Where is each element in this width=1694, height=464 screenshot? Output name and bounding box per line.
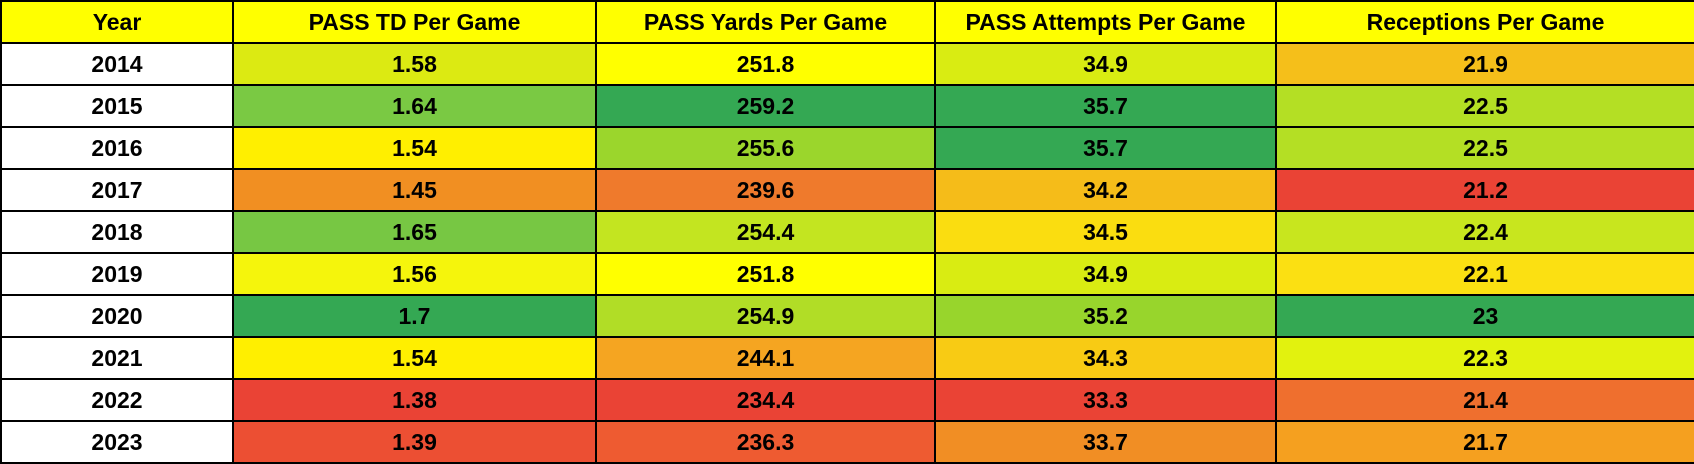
pass-td-cell: 1.38	[232, 378, 597, 422]
receptions-cell: 21.9	[1275, 42, 1694, 86]
table-row: 2023 1.39 236.3 33.7 21.7	[0, 420, 1694, 464]
pass-attempts-cell: 34.3	[934, 336, 1277, 380]
year-cell: 2021	[0, 336, 234, 380]
receptions-cell: 22.4	[1275, 210, 1694, 254]
pass-attempts-cell: 33.3	[934, 378, 1277, 422]
pass-yards-cell: 254.9	[595, 294, 936, 338]
pass-td-cell: 1.56	[232, 252, 597, 296]
year-cell: 2023	[0, 420, 234, 464]
year-cell: 2014	[0, 42, 234, 86]
pass-yards-cell: 251.8	[595, 42, 936, 86]
pass-td-cell: 1.54	[232, 336, 597, 380]
pass-td-cell: 1.58	[232, 42, 597, 86]
table-row: 2016 1.54 255.6 35.7 22.5	[0, 126, 1694, 170]
pass-attempts-cell: 35.7	[934, 84, 1277, 128]
pass-attempts-cell: 34.2	[934, 168, 1277, 212]
receptions-cell: 22.5	[1275, 84, 1694, 128]
table-body: 2014 1.58 251.8 34.9 21.9 2015 1.64 259.2 35.7 22…	[0, 42, 1694, 464]
pass-td-cell: 1.64	[232, 84, 597, 128]
table-row: 2019 1.56 251.8 34.9 22.1	[0, 252, 1694, 296]
table-row: 2017 1.45 239.6 34.2 21.2	[0, 168, 1694, 212]
year-cell: 2015	[0, 84, 234, 128]
pass-attempts-cell: 33.7	[934, 420, 1277, 464]
year-cell: 2017	[0, 168, 234, 212]
pass-td-cell: 1.54	[232, 126, 597, 170]
pass-yards-cell: 239.6	[595, 168, 936, 212]
pass-yards-cell: 236.3	[595, 420, 936, 464]
pass-attempts-cell: 35.2	[934, 294, 1277, 338]
table-row: 2015 1.64 259.2 35.7 22.5	[0, 84, 1694, 128]
year-cell: 2020	[0, 294, 234, 338]
receptions-cell: 22.1	[1275, 252, 1694, 296]
table-row: 2018 1.65 254.4 34.5 22.4	[0, 210, 1694, 254]
pass-yards-cell: 255.6	[595, 126, 936, 170]
year-cell: 2019	[0, 252, 234, 296]
table-row: 2021 1.54 244.1 34.3 22.3	[0, 336, 1694, 380]
receptions-cell: 22.5	[1275, 126, 1694, 170]
pass-yards-cell: 251.8	[595, 252, 936, 296]
header-receptions: Receptions Per Game	[1275, 0, 1694, 44]
pass-td-cell: 1.7	[232, 294, 597, 338]
receptions-cell: 21.4	[1275, 378, 1694, 422]
pass-yards-cell: 234.4	[595, 378, 936, 422]
header-year: Year	[0, 0, 234, 44]
pass-yards-cell: 244.1	[595, 336, 936, 380]
pass-attempts-cell: 34.5	[934, 210, 1277, 254]
receptions-cell: 21.7	[1275, 420, 1694, 464]
table-row: 2014 1.58 251.8 34.9 21.9	[0, 42, 1694, 86]
receptions-cell: 21.2	[1275, 168, 1694, 212]
pass-attempts-cell: 35.7	[934, 126, 1277, 170]
header-row: Year PASS TD Per Game PASS Yards Per Gam…	[0, 0, 1694, 44]
pass-yards-cell: 259.2	[595, 84, 936, 128]
receptions-cell: 22.3	[1275, 336, 1694, 380]
year-cell: 2018	[0, 210, 234, 254]
pass-td-cell: 1.45	[232, 168, 597, 212]
header-pass-attempts: PASS Attempts Per Game	[934, 0, 1277, 44]
year-cell: 2022	[0, 378, 234, 422]
header-pass-yards: PASS Yards Per Game	[595, 0, 936, 44]
pass-attempts-cell: 34.9	[934, 42, 1277, 86]
receptions-cell: 23	[1275, 294, 1694, 338]
table-row: 2022 1.38 234.4 33.3 21.4	[0, 378, 1694, 422]
pass-yards-cell: 254.4	[595, 210, 936, 254]
header-pass-td: PASS TD Per Game	[232, 0, 597, 44]
pass-td-cell: 1.39	[232, 420, 597, 464]
year-cell: 2016	[0, 126, 234, 170]
pass-attempts-cell: 34.9	[934, 252, 1277, 296]
table-row: 2020 1.7 254.9 35.2 23	[0, 294, 1694, 338]
pass-td-cell: 1.65	[232, 210, 597, 254]
